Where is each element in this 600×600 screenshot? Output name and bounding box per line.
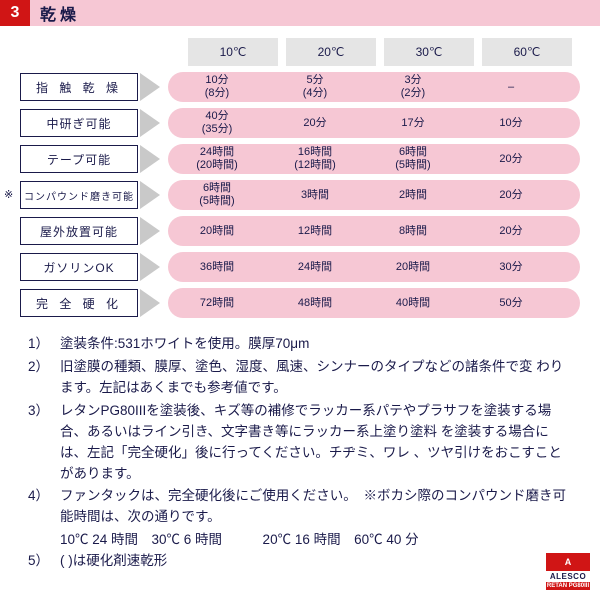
footnote-item: 5） ( )は硬化剤速乾形: [28, 551, 572, 572]
footnote-item: 2）旧塗膜の種類、膜厚、塗色、湿度、風速、シンナーのタイプなどの諸条件で変 わり…: [28, 357, 572, 399]
data-cell: 20分: [462, 180, 560, 210]
data-cell: 24時間: [266, 252, 364, 282]
row-label: テープ可能: [20, 145, 138, 173]
col-header: 20℃: [286, 38, 376, 66]
table-row: 指 触 乾 燥 10分(8分)5分(4分)3分(2分)–: [20, 72, 580, 102]
logo-name: ALESCO: [546, 572, 590, 581]
table-row: 完 全 硬 化 72時間48時間40時間50分: [20, 288, 580, 318]
arrow-icon: [140, 289, 160, 317]
footnotes: 1）塗装条件:531ホワイトを使用。膜厚70μm2）旧塗膜の種類、膜厚、塗色、湿…: [0, 318, 600, 572]
table-row: ガソリンOK 36時間24時間20時間30分: [20, 252, 580, 282]
data-cell: 40分(35分): [168, 108, 266, 138]
row-label: 指 触 乾 燥: [20, 73, 138, 101]
data-cell: 20分: [266, 108, 364, 138]
table-row: テープ可能 24時間(20時間)16時間(12時間)6時間(5時間)20分: [20, 144, 580, 174]
col-header: 30℃: [384, 38, 474, 66]
data-cell: 36時間: [168, 252, 266, 282]
logo-product: RETAN PG80III: [546, 582, 590, 590]
footnote-item: 3）レタンPG80IIIを塗装後、キズ等の補修でラッカー系パテやプラサフを塗装す…: [28, 401, 572, 485]
data-cell: 24時間(20時間): [168, 144, 266, 174]
brand-logo: A ALESCO RETAN PG80III: [546, 553, 590, 590]
data-cell: 40時間: [364, 288, 462, 318]
data-cell: 3分(2分): [364, 72, 462, 102]
data-cell: 48時間: [266, 288, 364, 318]
table-row: 屋外放置可能 20時間12時間8時間20分: [20, 216, 580, 246]
col-header: 10℃: [188, 38, 278, 66]
data-cell: 30分: [462, 252, 560, 282]
table-row: ※コンパウンド磨き可能6時間(5時間)3時間2時間20分: [20, 180, 580, 210]
data-cell: 17分: [364, 108, 462, 138]
arrow-icon: [140, 217, 160, 245]
section-number: 3: [0, 0, 30, 26]
data-cell: 16時間(12時間): [266, 144, 364, 174]
section-header: 3 乾燥: [0, 0, 600, 26]
data-cell: 20分: [462, 216, 560, 246]
data-bar: 20時間12時間8時間20分: [168, 216, 580, 246]
data-cell: 50分: [462, 288, 560, 318]
arrow-icon: [140, 145, 160, 173]
data-cell: 20時間: [364, 252, 462, 282]
arrow-icon: [140, 181, 160, 209]
data-cell: –: [462, 72, 560, 102]
row-label: コンパウンド磨き可能: [20, 181, 138, 209]
row-label: ガソリンOK: [20, 253, 138, 281]
data-bar: 72時間48時間40時間50分: [168, 288, 580, 318]
data-cell: 12時間: [266, 216, 364, 246]
data-cell: 20分: [462, 144, 560, 174]
data-cell: 72時間: [168, 288, 266, 318]
data-bar: 6時間(5時間)3時間2時間20分: [168, 180, 580, 210]
data-cell: 3時間: [266, 180, 364, 210]
data-cell: 8時間: [364, 216, 462, 246]
note-marker: ※: [4, 188, 13, 201]
data-cell: 5分(4分): [266, 72, 364, 102]
row-label: 中研ぎ可能: [20, 109, 138, 137]
table-header-row: 10℃ 20℃ 30℃ 60℃: [20, 38, 580, 66]
data-bar: 36時間24時間20時間30分: [168, 252, 580, 282]
data-cell: 6時間(5時間): [364, 144, 462, 174]
data-cell: 6時間(5時間): [168, 180, 266, 210]
col-header: 60℃: [482, 38, 572, 66]
temperature-times: 10℃ 24 時間 30℃ 6 時間 20℃ 16 時間 60℃ 40 分: [28, 530, 572, 551]
data-cell: 10分: [462, 108, 560, 138]
data-cell: 20時間: [168, 216, 266, 246]
arrow-icon: [140, 253, 160, 281]
row-label: 完 全 硬 化: [20, 289, 138, 317]
drying-table: 10℃ 20℃ 30℃ 60℃ 指 触 乾 燥 10分(8分)5分(4分)3分(2…: [0, 26, 600, 318]
data-bar: 24時間(20時間)16時間(12時間)6時間(5時間)20分: [168, 144, 580, 174]
data-bar: 40分(35分)20分17分10分: [168, 108, 580, 138]
arrow-icon: [140, 73, 160, 101]
table-row: 中研ぎ可能 40分(35分)20分17分10分: [20, 108, 580, 138]
footnote-item: 4）ファンタックは、完全硬化後にご使用ください。 ※ボカシ際のコンパウンド磨き可…: [28, 486, 572, 528]
data-cell: 10分(8分): [168, 72, 266, 102]
logo-mark: A: [546, 553, 590, 571]
section-title: 乾燥: [30, 0, 600, 26]
data-bar: 10分(8分)5分(4分)3分(2分)–: [168, 72, 580, 102]
data-cell: 2時間: [364, 180, 462, 210]
footnote-item: 1）塗装条件:531ホワイトを使用。膜厚70μm: [28, 334, 572, 355]
arrow-icon: [140, 109, 160, 137]
row-label: 屋外放置可能: [20, 217, 138, 245]
